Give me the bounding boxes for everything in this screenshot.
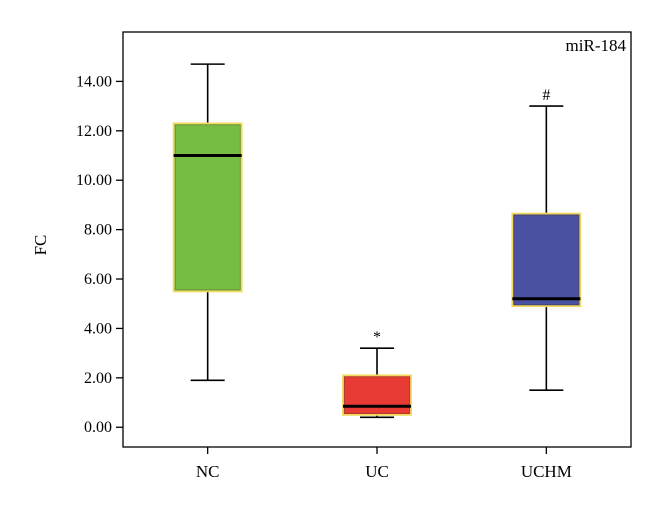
- x-tick-label: UC: [365, 462, 389, 481]
- box-inner-outline: [174, 124, 241, 291]
- y-tick-label: 0.00: [84, 419, 112, 436]
- box-inner-outline: [513, 214, 580, 305]
- x-axis: NC UC UCHM: [196, 447, 572, 481]
- y-tick-label: 8.00: [84, 222, 112, 239]
- y-axis: 0.00 2.00 4.00 6.00 8.00 10.00 12.00 14.00: [76, 73, 123, 436]
- box-body: [511, 212, 582, 308]
- series-annotation: miR-184: [566, 36, 627, 55]
- box-body: [342, 374, 412, 416]
- y-tick-label: 4.00: [84, 320, 112, 337]
- y-tick-label: 10.00: [76, 172, 112, 189]
- x-tick-label: UCHM: [521, 462, 572, 481]
- y-tick-label: 14.00: [76, 73, 112, 90]
- significance-mark: *: [373, 329, 381, 346]
- box-nc: [172, 63, 243, 382]
- boxes: *#: [172, 63, 582, 419]
- box-uchm: #: [511, 87, 582, 391]
- y-axis-title: FC: [31, 235, 50, 256]
- y-tick-label: 6.00: [84, 271, 112, 288]
- box-body: [172, 122, 243, 293]
- x-tick-label: NC: [196, 462, 220, 481]
- y-tick-label: 12.00: [76, 123, 112, 140]
- significance-mark: #: [542, 87, 550, 104]
- box-uc: *: [342, 329, 412, 419]
- box-inner-outline: [344, 376, 410, 414]
- y-tick-label: 2.00: [84, 370, 112, 387]
